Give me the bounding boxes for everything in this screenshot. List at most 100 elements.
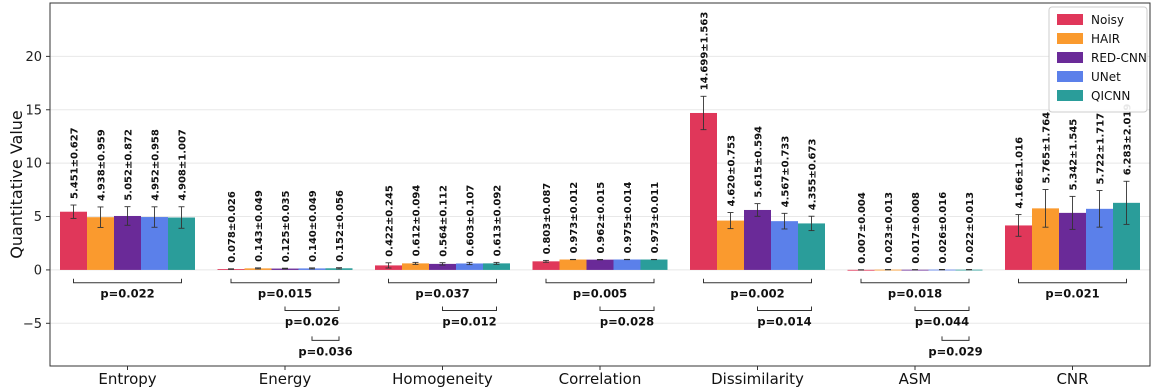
significance-bracket bbox=[757, 306, 812, 311]
significance-bracket bbox=[1018, 278, 1127, 284]
data-label: 0.023±0.013 bbox=[884, 192, 895, 264]
bar-red-cnn-homogeneity bbox=[429, 263, 456, 270]
data-label: 4.567±0.733 bbox=[781, 136, 792, 208]
data-label: 0.152±0.056 bbox=[335, 190, 346, 262]
data-label: 0.564±0.112 bbox=[439, 185, 450, 257]
legend-entry: UNet bbox=[1091, 70, 1121, 84]
significance-bracket bbox=[941, 336, 970, 341]
significance-bracket bbox=[442, 306, 497, 311]
p-value-label: p=0.002 bbox=[730, 287, 784, 301]
legend-entry: RED-CNN bbox=[1091, 51, 1147, 65]
p-value-label: p=0.044 bbox=[915, 314, 969, 328]
data-label: 0.143±0.049 bbox=[254, 190, 265, 262]
p-value-label: p=0.012 bbox=[442, 314, 496, 328]
data-label: 5.342±1.545 bbox=[1069, 119, 1080, 191]
data-label: 0.803±0.087 bbox=[542, 183, 553, 255]
bar-unet-correlation bbox=[613, 259, 641, 270]
legend-swatch bbox=[1057, 33, 1083, 44]
significance-bracket bbox=[230, 278, 340, 284]
y-axis-title: Quantitative Value bbox=[7, 110, 26, 259]
error-bars-layer bbox=[70, 95, 1130, 271]
bar-hair-correlation bbox=[559, 259, 587, 270]
p-value-label: p=0.018 bbox=[888, 287, 942, 301]
legend-swatch bbox=[1057, 14, 1083, 25]
value-labels-layer: 5.451±0.627 0.078±0.026 0.422±0.245 0.803±0… bbox=[70, 12, 1134, 264]
bar-noisy-entropy bbox=[60, 211, 87, 270]
x-tick-label: ASM bbox=[899, 370, 932, 388]
data-label: 0.022±0.013 bbox=[965, 192, 976, 264]
data-label: 5.052±0.872 bbox=[124, 129, 135, 201]
x-tick-label: Dissimilarity bbox=[711, 370, 804, 388]
p-value-label: p=0.021 bbox=[1045, 287, 1099, 301]
bar-qicnn-dissimilarity bbox=[798, 223, 825, 270]
bar-red-cnn-dissimilarity bbox=[744, 209, 771, 270]
data-label: 4.938±0.959 bbox=[97, 129, 108, 201]
data-label: 5.615±0.594 bbox=[754, 126, 765, 198]
y-tick-label: −5 bbox=[23, 317, 42, 332]
y-tick-label: 20 bbox=[25, 50, 42, 65]
data-label: 0.603±0.107 bbox=[466, 185, 477, 257]
x-tick-label: CNR bbox=[1056, 370, 1088, 388]
bar-noisy-correlation bbox=[532, 261, 560, 270]
significance-layer: p=0.022 p=0.015 p=0.026 p=0.036 p=0.037 p=0.0… bbox=[73, 278, 1127, 358]
y-tick-label: 15 bbox=[25, 103, 42, 118]
legend-swatch bbox=[1057, 52, 1083, 63]
data-label: 0.973±0.011 bbox=[650, 182, 661, 254]
data-label: 0.007±0.004 bbox=[857, 192, 868, 264]
y-tick-label: 0 bbox=[34, 263, 42, 278]
p-value-label: p=0.005 bbox=[573, 287, 627, 301]
significance-bracket bbox=[284, 306, 340, 311]
bar-qicnn-homogeneity bbox=[483, 263, 510, 270]
bar-unet-homogeneity bbox=[456, 263, 483, 270]
data-label: 4.952±0.958 bbox=[151, 129, 162, 201]
legend: Noisy HAIR RED-CNN UNet QICNN bbox=[1048, 6, 1148, 113]
p-value-label: p=0.036 bbox=[298, 344, 352, 358]
data-label: 0.078±0.026 bbox=[227, 191, 238, 263]
significance-bracket bbox=[914, 306, 970, 311]
x-axis: Entropy Energy Homogeneity Correlation Dissi… bbox=[98, 366, 1089, 388]
significance-bracket bbox=[73, 278, 182, 284]
data-label: 0.973±0.012 bbox=[569, 182, 580, 254]
data-label: 0.612±0.094 bbox=[412, 185, 423, 257]
x-tick-label: Entropy bbox=[98, 370, 156, 388]
legend-swatch bbox=[1057, 71, 1083, 82]
data-label: 4.166±1.016 bbox=[1015, 137, 1026, 209]
data-label: 0.125±0.035 bbox=[281, 191, 292, 263]
data-label: 0.962±0.015 bbox=[596, 182, 607, 254]
x-tick-label: Homogeneity bbox=[392, 370, 493, 388]
bar-hair-homogeneity bbox=[402, 263, 429, 270]
legend-entry: QICNN bbox=[1091, 89, 1130, 103]
bar-red-cnn-correlation bbox=[586, 259, 614, 270]
data-label: 5.722±1.717 bbox=[1096, 113, 1107, 185]
bar-noisy-dissimilarity bbox=[690, 112, 717, 270]
p-value-label: p=0.029 bbox=[928, 344, 982, 358]
legend-entry: HAIR bbox=[1091, 32, 1120, 46]
data-label: 0.613±0.092 bbox=[493, 185, 504, 257]
data-label: 14.699±1.563 bbox=[700, 12, 711, 91]
data-label: 4.908±1.007 bbox=[178, 129, 189, 201]
p-value-label: p=0.037 bbox=[415, 287, 469, 301]
significance-bracket bbox=[311, 336, 340, 341]
x-tick-label: Correlation bbox=[559, 370, 642, 388]
significance-bracket bbox=[388, 278, 497, 284]
significance-bracket bbox=[545, 278, 655, 284]
p-value-label: p=0.015 bbox=[258, 287, 312, 301]
p-value-label: p=0.026 bbox=[285, 314, 339, 328]
legend-swatch bbox=[1057, 90, 1083, 101]
data-label: 5.765±1.764 bbox=[1042, 112, 1053, 184]
significance-bracket bbox=[599, 306, 655, 311]
p-value-label: p=0.028 bbox=[600, 314, 654, 328]
y-tick-label: 5 bbox=[34, 210, 42, 225]
data-label: 0.026±0.016 bbox=[938, 192, 949, 264]
significance-bracket bbox=[860, 278, 970, 284]
p-value-label: p=0.014 bbox=[757, 314, 811, 328]
data-label: 5.451±0.627 bbox=[70, 127, 81, 199]
y-tick-label: 10 bbox=[25, 157, 42, 172]
bar-qicnn-correlation bbox=[640, 259, 668, 270]
data-label: 0.422±0.245 bbox=[385, 185, 396, 257]
p-value-label: p=0.022 bbox=[100, 287, 154, 301]
data-label: 4.620±0.753 bbox=[727, 135, 738, 207]
bars-layer bbox=[60, 112, 1140, 271]
y-axis: −5 0 5 10 15 20 bbox=[23, 50, 50, 332]
